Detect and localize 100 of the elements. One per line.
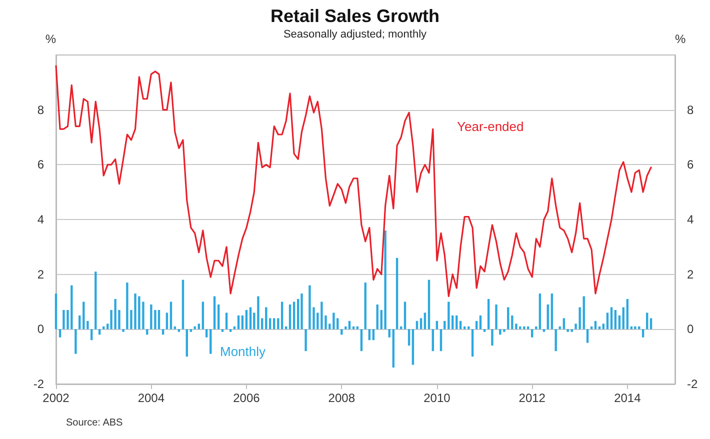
bar: [205, 329, 208, 338]
bar: [225, 312, 228, 330]
bar: [582, 296, 585, 330]
bar: [483, 329, 486, 332]
chart-subtitle: Seasonally adjusted; monthly: [283, 28, 428, 40]
bar: [166, 312, 168, 330]
bar: [396, 258, 398, 330]
bar: [210, 329, 212, 354]
bar: [364, 282, 366, 330]
bar: [554, 329, 557, 352]
bar: [428, 280, 430, 330]
x-tick-label: 2002: [42, 391, 70, 405]
bar: [586, 329, 589, 343]
bar: [578, 307, 581, 330]
bar: [182, 280, 184, 330]
bar: [229, 329, 232, 332]
source-note: Source: ABS: [66, 418, 124, 428]
bar: [550, 294, 554, 330]
bar: [62, 310, 65, 330]
bar: [202, 302, 204, 330]
bar: [538, 294, 542, 330]
bar: [420, 318, 422, 330]
y2-tick-label: 8: [687, 102, 694, 117]
x-tick-label: 2008: [328, 391, 356, 405]
bar: [249, 307, 252, 330]
y-tick-label: 2: [37, 267, 44, 282]
bar: [642, 329, 644, 338]
bar: [86, 320, 89, 330]
bar: [503, 329, 506, 332]
bar: [562, 318, 566, 330]
bar: [340, 329, 343, 335]
bar: [650, 318, 652, 330]
bar: [186, 329, 188, 357]
x-tick-label: 2012: [518, 391, 546, 405]
bar: [448, 302, 450, 330]
y2-tick-label: 2: [687, 267, 694, 282]
bar: [499, 329, 502, 335]
bar: [626, 299, 629, 330]
y2-tick-label: -2: [687, 377, 698, 391]
x-tick-label: 2006: [233, 391, 260, 405]
bar: [58, 329, 62, 338]
bar: [408, 329, 410, 346]
bar: [542, 329, 546, 332]
bar: [265, 307, 268, 330]
bar: [190, 329, 192, 332]
x-tick-label: 2004: [138, 391, 165, 405]
bar: [257, 296, 260, 330]
bar: [114, 299, 116, 330]
line-series: [55, 65, 652, 298]
bar: [388, 329, 390, 338]
bar: [471, 329, 474, 357]
bar: [487, 299, 490, 330]
bar: [606, 312, 609, 330]
bar: [507, 307, 510, 330]
bar: [308, 285, 311, 330]
y2-tick-label: 4: [687, 212, 694, 226]
bar: [122, 329, 124, 332]
x-tick-label: 2010: [424, 391, 451, 405]
bar: [194, 326, 196, 330]
bar: [170, 302, 172, 330]
bar: [74, 329, 77, 354]
x-tick-label: 2014: [614, 391, 642, 405]
y-tick-label: 0: [37, 322, 44, 336]
bar: [320, 302, 323, 330]
bar: [614, 310, 617, 330]
bar: [245, 310, 248, 330]
bar: [178, 329, 180, 332]
bar: [54, 294, 58, 330]
bar: [146, 329, 148, 335]
bar: [384, 230, 386, 330]
bar: [424, 312, 426, 330]
bar: [150, 304, 152, 330]
bar: [523, 326, 526, 330]
bar: [412, 329, 414, 365]
chart-title: Retail Sales Growth: [270, 6, 440, 26]
bar: [221, 329, 224, 332]
bar: [82, 302, 85, 330]
bar: [70, 285, 73, 330]
y2-axis-title: %: [675, 32, 686, 46]
bar: [213, 296, 216, 330]
bar: [332, 312, 335, 330]
bar: [300, 294, 303, 330]
bar: [158, 310, 160, 330]
bar: [531, 329, 534, 338]
y2-tick-label: 0: [687, 322, 694, 336]
bar: [622, 307, 624, 330]
bar: [404, 302, 406, 330]
bar: [432, 329, 434, 352]
bar: [392, 329, 394, 368]
bar: [292, 302, 296, 330]
bar: [134, 294, 136, 330]
bar: [495, 304, 498, 330]
bar: [491, 329, 494, 346]
bar: [280, 302, 284, 330]
bar: [610, 307, 613, 330]
bar: [646, 312, 648, 330]
bar: [288, 304, 292, 330]
y2-tick-label: 6: [687, 158, 694, 172]
bar: [90, 329, 93, 340]
y-tick-label: -2: [33, 377, 44, 391]
